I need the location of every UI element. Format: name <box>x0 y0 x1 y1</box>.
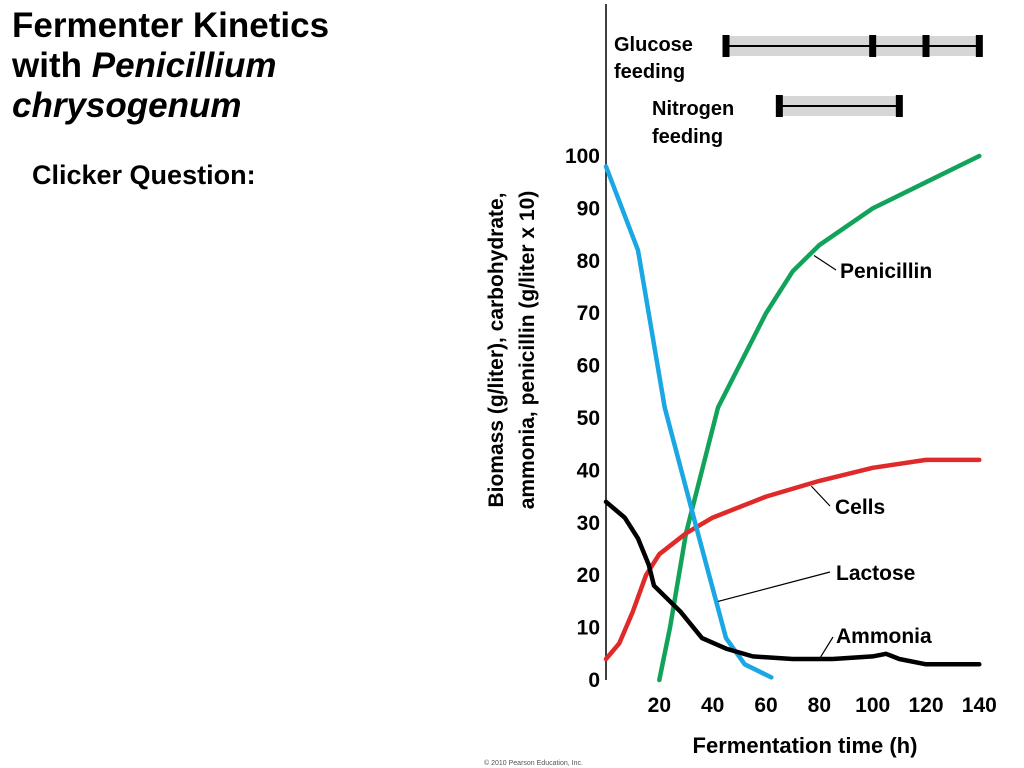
x-tick-label-60: 60 <box>754 694 777 717</box>
series-label-lactose: Lactose <box>836 562 915 585</box>
y-tick-label-50: 50 <box>577 407 600 430</box>
y-tick-label-10: 10 <box>577 617 600 640</box>
glucose-feeding-marker-45 <box>722 35 730 57</box>
title-species-epithet: chrysogenum <box>12 86 242 125</box>
nitrogen-feeding-label-line-2: feeding <box>652 126 723 148</box>
series-label-cells: Cells <box>835 496 885 519</box>
clicker-question-label: Clicker Question: <box>32 160 256 190</box>
nitrogen-feeding-marker-65 <box>775 95 783 117</box>
glucose-feeding-label-line-1: Glucose <box>614 34 693 56</box>
title-with: with <box>12 46 92 85</box>
y-axis-title-line-1: Biomass (g/liter), carbohydrate, <box>485 192 508 507</box>
leader-line-penicillin <box>813 255 837 271</box>
y-axis-title-line-2: ammonia, penicillin (g/liter x 10) <box>516 191 539 510</box>
leader-line-cells <box>810 485 831 507</box>
y-tick-label-40: 40 <box>577 459 600 482</box>
title-line-1: Fermenter Kinetics <box>12 6 330 45</box>
x-tick-label-80: 80 <box>808 694 831 717</box>
x-axis-title: Fermentation time (h) <box>693 733 918 758</box>
y-tick-label-70: 70 <box>577 302 600 325</box>
series-label-penicillin: Penicillin <box>840 260 932 283</box>
x-tick-label-100: 100 <box>855 694 890 717</box>
nitrogen-feeding-label-line-1: Nitrogen <box>652 98 734 120</box>
y-tick-label-0: 0 <box>588 669 600 692</box>
x-tick-label-40: 40 <box>701 694 724 717</box>
y-tick-label-20: 20 <box>577 564 600 587</box>
series-label-ammonia: Ammonia <box>836 625 932 648</box>
glucose-feeding-marker-100 <box>869 35 877 57</box>
slide-title: Fermenter Kinetics with Penicillium chry… <box>12 6 329 126</box>
title-species-genus: Penicillium <box>91 46 277 85</box>
y-tick-label-60: 60 <box>577 355 600 378</box>
y-tick-label-30: 30 <box>577 512 600 535</box>
series-line-cells <box>603 457 982 662</box>
y-tick-label-100: 100 <box>565 145 600 168</box>
glucose-feeding-marker-140 <box>975 35 983 57</box>
y-tick-label-80: 80 <box>577 250 600 273</box>
series-line-lactose <box>603 164 774 680</box>
copyright-notice: © 2010 Pearson Education, Inc. <box>484 760 583 767</box>
nitrogen-feeding-marker-110 <box>895 95 903 117</box>
y-tick-label-90: 90 <box>577 197 600 220</box>
leader-line-ammonia <box>818 636 834 660</box>
x-tick-label-140: 140 <box>962 694 997 717</box>
series-line-penicillin <box>657 153 982 683</box>
glucose-feeding-marker-120 <box>922 35 930 57</box>
leader-line-lactose <box>717 571 831 602</box>
x-tick-label-120: 120 <box>908 694 943 717</box>
series-line-ammonia <box>603 499 982 667</box>
glucose-feeding-label-line-2: feeding <box>614 61 685 83</box>
x-tick-label-20: 20 <box>648 694 671 717</box>
